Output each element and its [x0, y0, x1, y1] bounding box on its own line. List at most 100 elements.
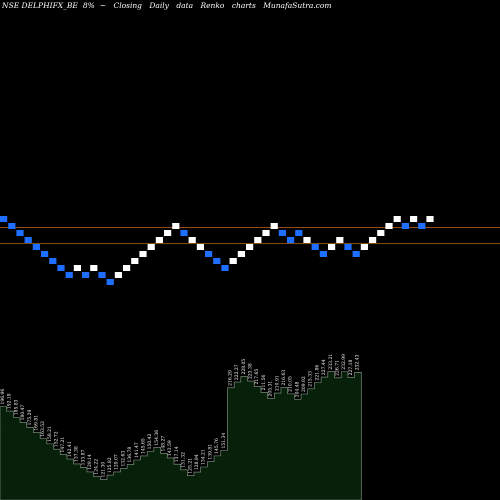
volume-label: 129.14 [87, 454, 93, 470]
volume-label: 217.65 [254, 369, 260, 385]
volume-label: 175.29 [27, 410, 33, 426]
renko-brick-up [328, 244, 336, 250]
volume-label: 216.63 [281, 370, 287, 386]
volume-label: 121.30 [100, 462, 106, 478]
volume-label: 124.22 [94, 459, 100, 475]
volume-label: 125.82 [107, 457, 113, 473]
volume-label: 129.07 [114, 454, 120, 470]
volume-label: 227.18 [348, 359, 354, 375]
volume-label: 192.18 [7, 393, 13, 409]
volume-label: 136.78 [127, 447, 133, 463]
volume-label: 137.38 [74, 446, 80, 462]
renko-brick-down [311, 244, 319, 250]
volume-label: 143.59 [167, 440, 173, 456]
renko-brick-down [287, 237, 295, 243]
renko-brick-up [90, 265, 98, 271]
volume-label: 196.96 [0, 389, 6, 405]
renko-brick-down [98, 272, 106, 278]
header-site: MunafaSutra.com [263, 1, 332, 10]
renko-brick-up [336, 237, 344, 243]
volume-label: 221.86 [314, 365, 320, 381]
renko-brick-up [131, 258, 139, 264]
header-symbol: NSE DELPHIFX_BE [2, 1, 78, 10]
header-mode: Closing [113, 1, 142, 10]
volume-label: 154.36 [154, 430, 160, 446]
renko-brick-up [270, 223, 278, 229]
renko-brick-up [147, 244, 155, 250]
renko-brick-down [180, 230, 188, 236]
volume-area [0, 371, 362, 500]
renko-brick-up [123, 265, 131, 271]
renko-brick-down [82, 272, 90, 278]
volume-label: 163.52 [40, 421, 46, 437]
renko-brick-up [426, 216, 434, 222]
header-box-size: 8% [82, 1, 95, 10]
volume-label: 139.81 [207, 444, 213, 460]
renko-brick-down [278, 230, 286, 236]
header-charts-word: charts [231, 1, 256, 10]
renko-brick-down [0, 216, 8, 222]
renko-brick-up [254, 237, 262, 243]
renko-brick-down [213, 258, 221, 264]
volume-labels: 196.96 192.18 185.83 180.47 175.29 169.81 163.… [0, 354, 361, 478]
volume-label: 232.43 [355, 354, 361, 370]
volume-label: 205.31 [268, 381, 274, 397]
volume-label: 128.94 [194, 454, 200, 470]
volume-label: 152.72 [54, 431, 60, 447]
renko-brick-up [393, 216, 401, 222]
renko-brick-up [164, 230, 172, 236]
header-title: Renko [200, 1, 225, 10]
volume-label: 142.41 [67, 441, 73, 457]
renko-bricks [0, 216, 434, 285]
renko-brick-up [172, 223, 180, 229]
volume-label: 148.27 [161, 436, 167, 452]
renko-brick-down [205, 251, 213, 257]
volume-label: 145.65 [140, 438, 146, 454]
renko-brick-down [41, 251, 49, 257]
renko-brick-up [385, 223, 393, 229]
volume-label: 151.34 [221, 433, 227, 449]
renko-brick-down [57, 265, 65, 271]
volume-label: 125.21 [187, 458, 193, 474]
renko-brick-up [114, 272, 122, 278]
volume-label: 132.63 [120, 451, 126, 467]
volume-label: 211.56 [261, 375, 267, 391]
volume-label: 131.32 [181, 452, 187, 468]
header-data: data [176, 1, 194, 10]
volume-label: 137.14 [174, 446, 180, 462]
volume-label: 145.76 [214, 438, 220, 454]
volume-label: 215.33 [308, 371, 314, 387]
volume-label: 204.48 [294, 381, 300, 397]
volume-label: 134.21 [201, 449, 207, 465]
renko-brick-down [65, 272, 73, 278]
renko-brick-down [32, 244, 40, 250]
volume-label: 228.05 [241, 359, 247, 375]
volume-label: 133.87 [80, 449, 86, 465]
renko-brick-up [262, 230, 270, 236]
renko-brick-down [344, 244, 352, 250]
renko-brick-up [139, 251, 147, 257]
volume-label: 222.27 [234, 364, 240, 380]
chart-header: NSE DELPHIFX_BE 8% ~ Closing Daily data Re… [2, 1, 498, 13]
renko-brick-down [221, 265, 229, 271]
renko-brick-down [401, 223, 409, 229]
volume-label: 169.81 [33, 415, 39, 431]
renko-brick-up [246, 244, 254, 250]
renko-brick-down [106, 279, 114, 285]
renko-brick-down [352, 251, 360, 257]
renko-brick-up [237, 251, 245, 257]
volume-label: 180.47 [20, 405, 26, 421]
renko-brick-up [188, 237, 196, 243]
renko-brick-up [377, 230, 385, 236]
header-period: Daily [149, 1, 169, 10]
renko-brick-down [24, 237, 32, 243]
volume-label: 210.05 [288, 376, 294, 392]
reference-lines [0, 227, 500, 244]
renko-brick-up [229, 258, 237, 264]
renko-brick-up [410, 216, 418, 222]
renko-brick-up [196, 244, 204, 250]
renko-brick-up [303, 237, 311, 243]
renko-brick-up [155, 237, 163, 243]
volume-label: 150.42 [147, 433, 153, 449]
